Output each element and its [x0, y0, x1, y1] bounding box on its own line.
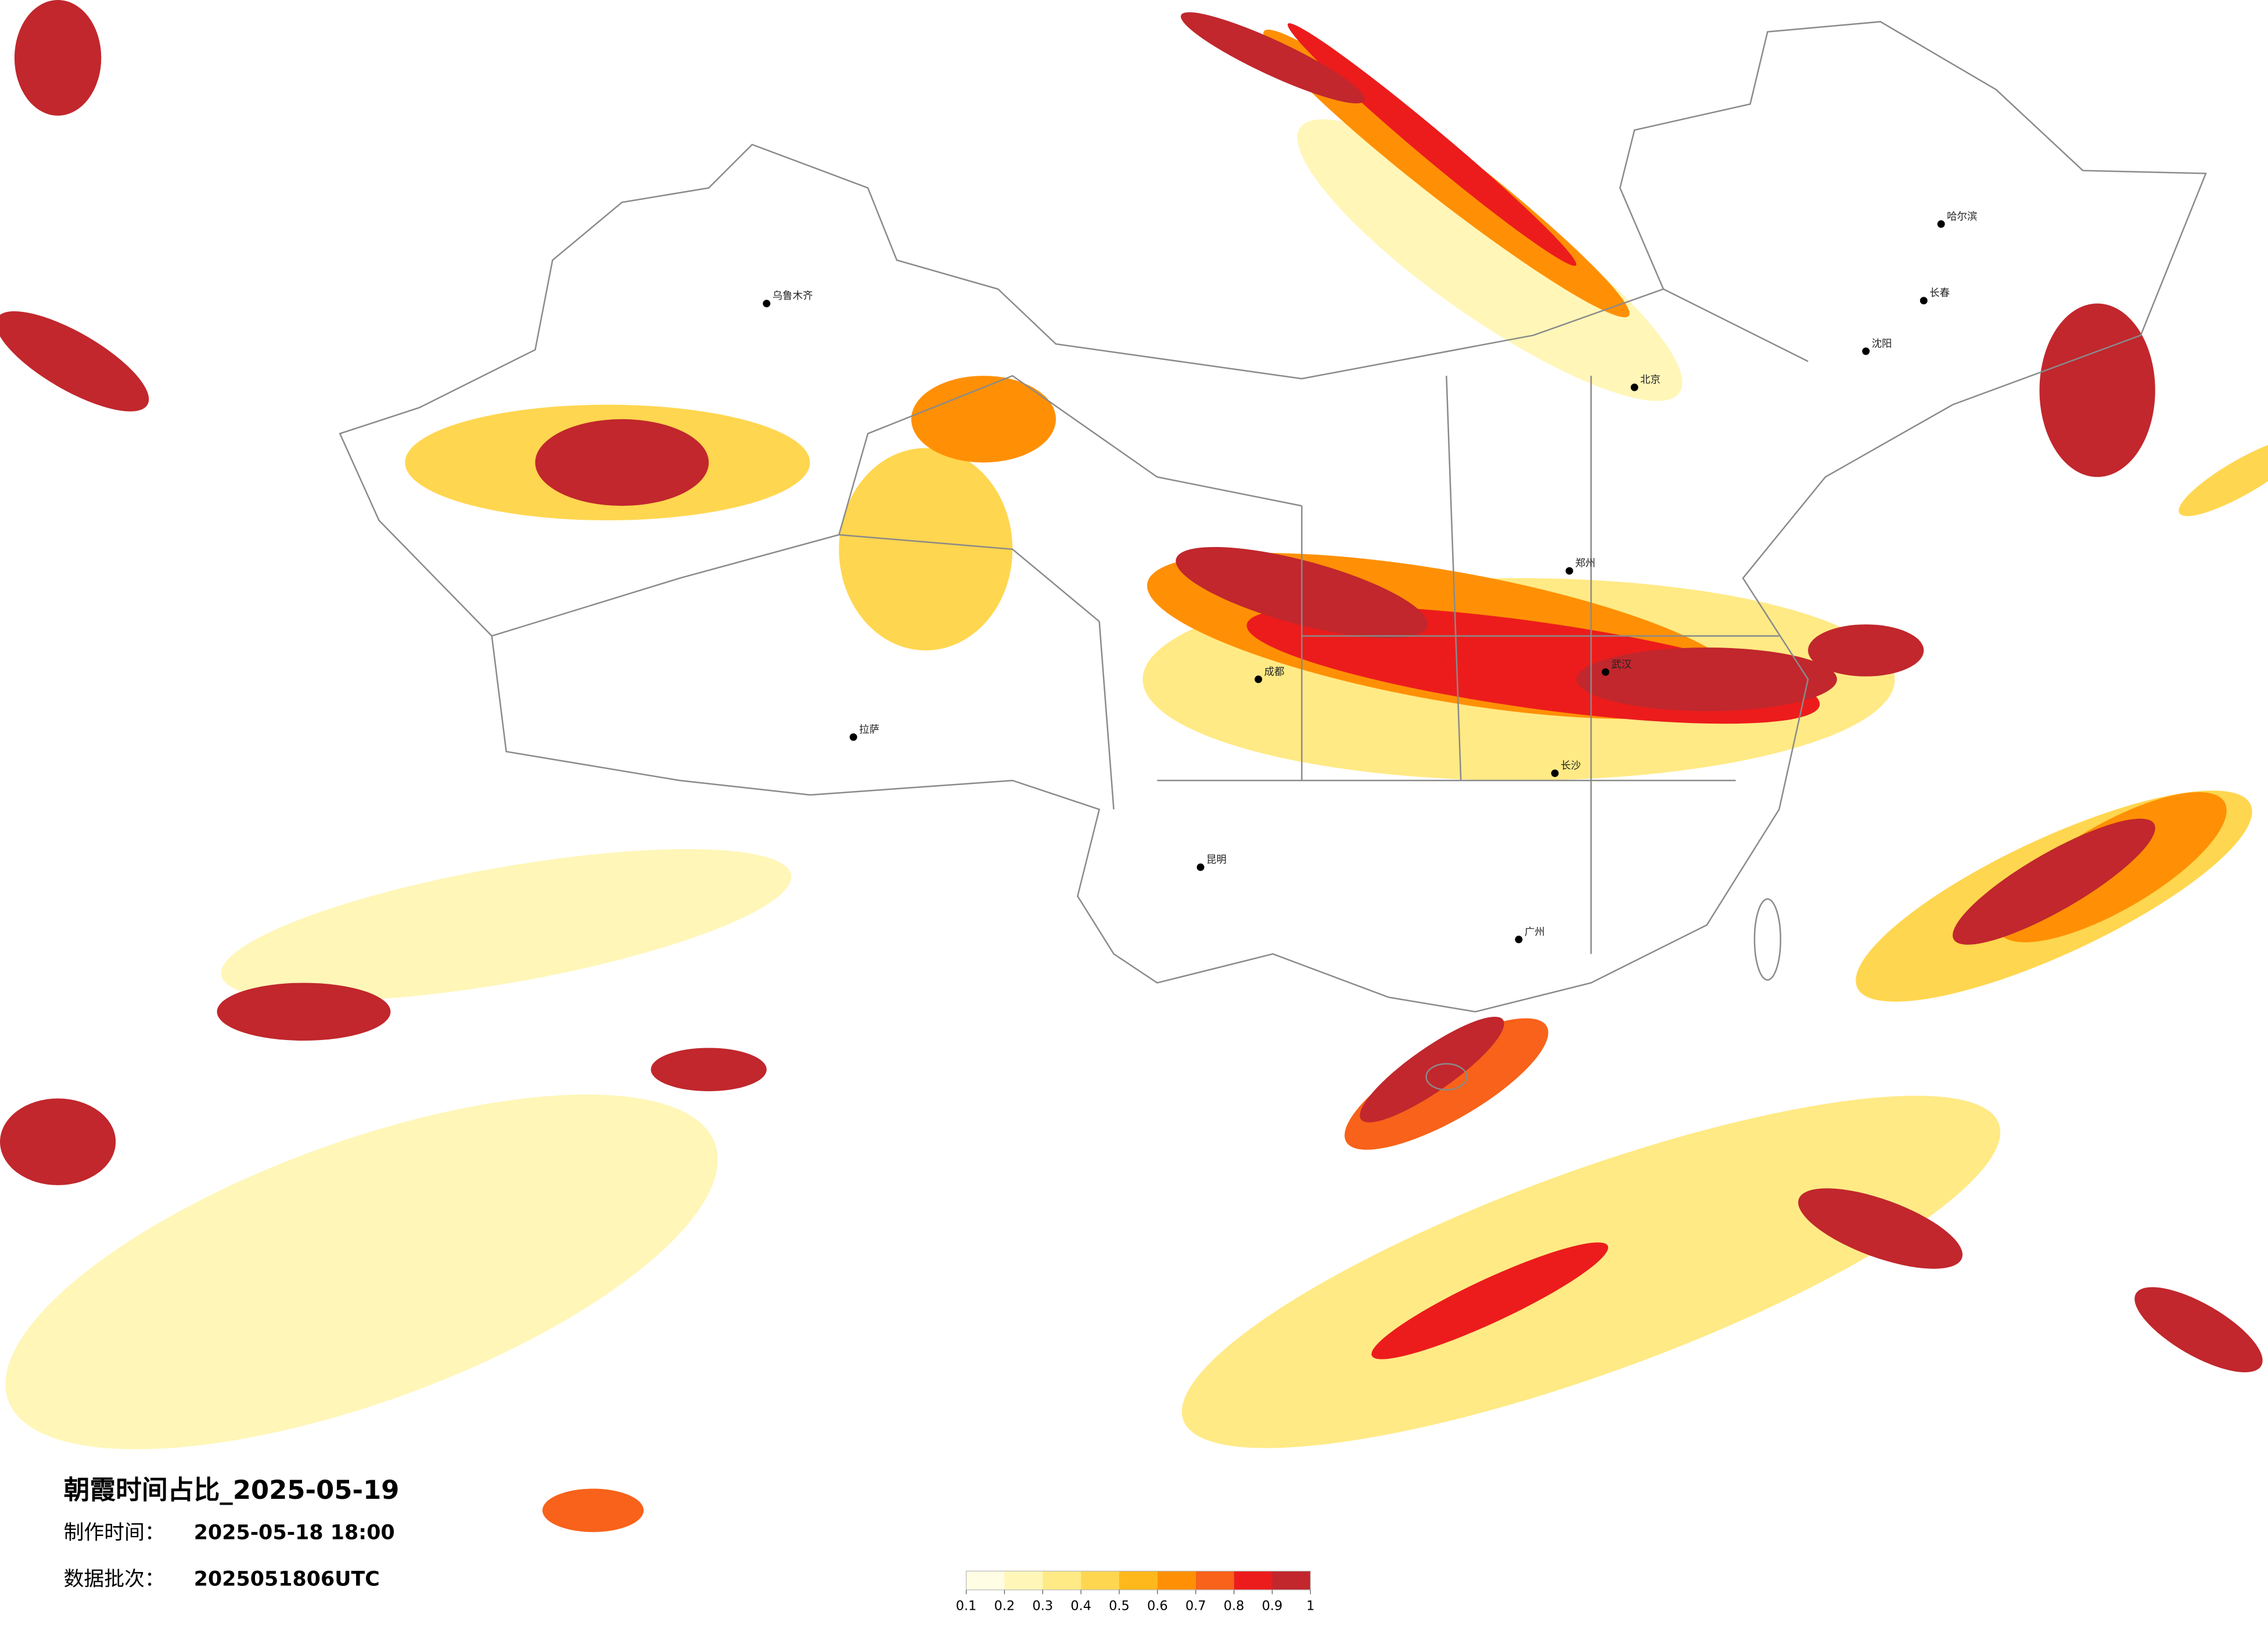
heat-field [0, 0, 2268, 1533]
city-dot [1862, 347, 1870, 355]
city-label: 郑州 [1575, 558, 1595, 570]
borders [339, 21, 2207, 1091]
tick-label: 0.4 [1070, 1599, 1091, 1614]
legend-swatch [1004, 1571, 1043, 1590]
tick-label: 0.7 [1185, 1599, 1206, 1614]
heat-area [14, 0, 102, 116]
heat-area [5, 1094, 718, 1449]
legend-swatch [1195, 1571, 1234, 1590]
heat-area [1181, 1095, 2001, 1448]
city-dot [1601, 668, 1609, 676]
made-value: 2025-05-18 18:00 [194, 1521, 395, 1545]
heat-area [1576, 647, 1837, 711]
tick-label: 0.2 [994, 1599, 1015, 1614]
map-title: 朝霞时间占比_2025-05-19 [64, 1474, 400, 1505]
colorbar: 0.1 0.2 0.3 0.4 0.5 0.6 0.7 0.8 0.9 1 [956, 1570, 1314, 1614]
legend-swatch [1234, 1571, 1273, 1590]
city-label: 长春 [1929, 287, 1950, 299]
city-dot [1551, 769, 1559, 778]
city-label: 昆明 [1206, 854, 1227, 866]
city-label: 长沙 [1561, 760, 1581, 772]
heat-area [2039, 303, 2155, 477]
city-label: 乌鲁木齐 [772, 290, 813, 302]
heat-area [542, 1488, 644, 1533]
tick-label: 0.8 [1224, 1599, 1245, 1614]
heat-area [1798, 1188, 1963, 1269]
batch-label: 数据批次： [64, 1567, 165, 1591]
heat-area [1360, 1016, 1504, 1123]
heat-area [1297, 119, 1683, 401]
legend-swatch [1043, 1571, 1081, 1590]
island-outline [1753, 898, 1781, 981]
heat-area [535, 419, 709, 506]
batch-value: 2025051806UTC [194, 1567, 380, 1591]
tick-label: 0.5 [1109, 1599, 1130, 1614]
legend-swatch [1119, 1571, 1158, 1590]
legend-swatch [966, 1571, 1005, 1590]
tick-label: 0.1 [956, 1599, 977, 1614]
heat-area [650, 1048, 767, 1092]
heat-area [221, 849, 792, 1001]
city-dot [1255, 675, 1263, 684]
heat-area [839, 448, 1013, 650]
city-label: 武汉 [1611, 659, 1631, 671]
heat-area [2134, 1287, 2263, 1373]
heat-area [2179, 437, 2268, 516]
city-dot [1196, 863, 1205, 871]
heat-area [911, 376, 1056, 463]
heat-area [1181, 12, 1365, 104]
tick-label: 0.6 [1147, 1599, 1168, 1614]
tick-label: 1 [1306, 1599, 1314, 1614]
city-label: 沈阳 [1872, 338, 1892, 350]
city-label: 广州 [1525, 926, 1545, 938]
city-label: 哈尔滨 [1947, 211, 1977, 222]
heat-area [217, 983, 391, 1041]
made-label: 制作时间： [64, 1521, 165, 1545]
city-dot [1515, 936, 1523, 944]
heat-area [1808, 624, 1924, 677]
tick-label: 0.3 [1033, 1599, 1054, 1614]
heat-area [1953, 818, 2155, 945]
legend-swatch [1272, 1571, 1311, 1590]
city-label: 拉萨 [859, 724, 879, 736]
city-dot [1565, 567, 1573, 575]
city-dot [1630, 383, 1638, 391]
city-label: 北京 [1640, 375, 1660, 386]
tick-label: 0.9 [1262, 1599, 1283, 1614]
island-outline [1425, 1063, 1468, 1091]
legend-swatch [1157, 1571, 1196, 1590]
heat-area [0, 1098, 116, 1185]
heat-area [0, 311, 149, 412]
city-dot [763, 300, 771, 308]
city-dot [1937, 220, 1945, 228]
province-border [491, 288, 1809, 954]
legend-swatch [1081, 1571, 1120, 1590]
colorbar-frame [965, 1570, 1311, 1591]
heat-area [1288, 23, 1577, 266]
city-dot [1920, 297, 1928, 305]
city-label: 成都 [1264, 666, 1285, 678]
heat-area [1371, 1242, 1608, 1359]
country-outline [339, 21, 2207, 1013]
city-dot [849, 733, 857, 741]
